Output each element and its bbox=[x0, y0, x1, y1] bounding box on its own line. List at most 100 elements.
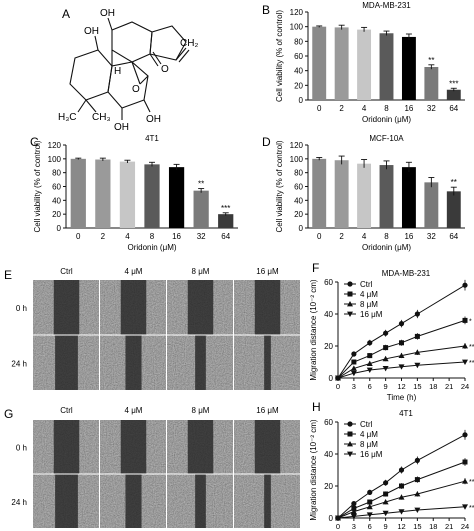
structure-label-oh-3: OH bbox=[146, 114, 161, 125]
data-point bbox=[383, 491, 389, 497]
scratch-gap bbox=[254, 420, 281, 474]
data-point bbox=[350, 508, 357, 514]
y-tick-label: 100 bbox=[290, 155, 304, 164]
y-tick-label: 0 bbox=[329, 514, 334, 523]
x-tick-label: 12 bbox=[397, 522, 405, 531]
oridonin-structure bbox=[69, 17, 190, 120]
y-tick-label: 80 bbox=[294, 37, 303, 46]
data-point bbox=[347, 311, 353, 317]
y-tick-label: 40 bbox=[324, 310, 333, 319]
y-tick-label: 80 bbox=[294, 169, 303, 178]
y-tick-label: 60 bbox=[324, 418, 333, 427]
x-tick-label: 16 bbox=[172, 232, 181, 241]
bar-chart-mda-mb-231: 0 20 40 60 80 100 120 0 2 4 8 16 32 ** 64 *** MDA-MB-231… bbox=[275, 1, 465, 124]
x-tick-label: 64 bbox=[449, 104, 458, 113]
x-tick-label: 4 bbox=[125, 232, 130, 241]
data-point bbox=[414, 477, 420, 483]
data-point bbox=[414, 333, 420, 339]
significance-marker: * bbox=[469, 318, 472, 325]
legend-label: 8 μM bbox=[360, 440, 378, 449]
row-label: 0 h bbox=[16, 304, 27, 313]
scratch-gap bbox=[254, 280, 281, 335]
x-tick-label: 6 bbox=[368, 382, 372, 391]
scratch-gap bbox=[120, 280, 147, 335]
significance-marker: ** bbox=[451, 178, 457, 187]
significance-marker: ** bbox=[469, 360, 474, 367]
bar bbox=[446, 89, 461, 100]
data-point bbox=[347, 281, 353, 287]
y-axis-label: Migration distance (10⁻² cm) bbox=[309, 279, 318, 380]
data-point bbox=[383, 345, 389, 351]
y-axis-label: Migration distance (10⁻² cm) bbox=[309, 419, 318, 520]
legend-label: 4 μM bbox=[360, 430, 378, 439]
x-axis-label: Oridonin (μM) bbox=[362, 243, 411, 252]
x-tick-label: 16 bbox=[404, 232, 413, 241]
scratch-gap bbox=[120, 420, 147, 474]
data-point bbox=[335, 515, 341, 521]
y-tick-label: 100 bbox=[290, 23, 304, 32]
bar bbox=[193, 190, 209, 228]
y-tick-label: 20 bbox=[52, 210, 61, 219]
data-point bbox=[398, 321, 405, 327]
y-axis-label: Cell viability (% of control) bbox=[275, 140, 284, 232]
row-label: 0 h bbox=[16, 443, 27, 452]
significance-marker: ** bbox=[469, 505, 474, 512]
panel-letter-c: C bbox=[30, 135, 39, 149]
data-point bbox=[347, 451, 353, 457]
data-point bbox=[347, 431, 353, 437]
x-tick-label: 24 bbox=[461, 382, 469, 391]
y-tick-label: 60 bbox=[294, 183, 303, 192]
bar bbox=[334, 27, 349, 100]
x-tick-label: 9 bbox=[384, 382, 388, 391]
bar bbox=[334, 160, 349, 228]
y-tick-label: 60 bbox=[52, 183, 61, 192]
y-tick-label: 0 bbox=[57, 224, 62, 233]
panel-letter-b: B bbox=[262, 3, 270, 17]
y-tick-label: 60 bbox=[294, 52, 303, 61]
data-point bbox=[398, 509, 405, 515]
data-point bbox=[367, 489, 373, 495]
data-point bbox=[366, 512, 373, 518]
structure-labels: OH OH OH OH O O H₃C CH₃ CH₂ H bbox=[58, 8, 198, 133]
bar bbox=[379, 33, 394, 101]
legend-label: 16 μM bbox=[360, 310, 383, 319]
series-line bbox=[337, 345, 466, 379]
y-tick-label: 40 bbox=[324, 450, 333, 459]
bar bbox=[357, 163, 372, 228]
chart-title: MDA-MB-231 bbox=[362, 1, 411, 10]
x-axis-label: Time (h) bbox=[387, 393, 417, 402]
column-label: 4 μM bbox=[125, 406, 143, 415]
structure-label-o-2: O bbox=[161, 64, 169, 75]
data-point bbox=[347, 421, 353, 427]
structure-label-oh-1: OH bbox=[84, 26, 99, 37]
legend-label: 8 μM bbox=[360, 300, 378, 309]
column-label: 8 μM bbox=[192, 406, 210, 415]
data-point bbox=[398, 494, 405, 500]
structure-label-oh-4: OH bbox=[114, 122, 129, 133]
x-tick-label: 4 bbox=[362, 232, 367, 241]
data-point bbox=[398, 467, 405, 473]
data-point bbox=[462, 282, 468, 288]
scratch-gap bbox=[55, 474, 78, 528]
column-label: Ctrl bbox=[60, 267, 73, 276]
y-tick-label: 0 bbox=[299, 224, 304, 233]
series-line bbox=[337, 434, 466, 519]
bar bbox=[424, 67, 439, 100]
chart-title: MCF-10A bbox=[369, 134, 404, 143]
y-tick-label: 120 bbox=[290, 8, 304, 17]
chart-title: MDA-MB-231 bbox=[382, 269, 431, 278]
x-tick-label: 12 bbox=[397, 382, 405, 391]
y-tick-label: 20 bbox=[324, 342, 333, 351]
scratch-gap bbox=[55, 335, 78, 390]
x-tick-label: 0 bbox=[336, 522, 340, 531]
x-tick-label: 2 bbox=[101, 232, 106, 241]
structure-label-h: H bbox=[114, 66, 121, 77]
x-tick-label: 0 bbox=[76, 232, 81, 241]
data-point bbox=[462, 317, 468, 323]
column-label: Ctrl bbox=[60, 406, 73, 415]
data-point bbox=[462, 459, 468, 465]
data-point bbox=[347, 301, 353, 307]
data-point bbox=[462, 504, 468, 510]
